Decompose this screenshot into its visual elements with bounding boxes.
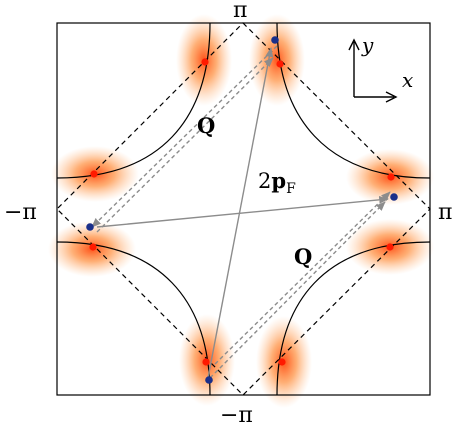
hotspot-dot (201, 58, 208, 65)
label-pi-left: −π (4, 200, 37, 225)
two-pf-bold: p (271, 168, 286, 193)
hotspot-dot (202, 358, 209, 365)
label-q-upper: Q (197, 113, 215, 138)
axis-label-y: y (361, 33, 374, 57)
blue-dot (86, 223, 94, 231)
label-pi-top: π (233, 0, 247, 23)
hotspot-dot (387, 173, 394, 180)
hotspot-dot (278, 358, 285, 365)
label-pi-right: π (438, 200, 452, 225)
magnetic-zone-boundary (57, 23, 430, 395)
axis-label-x: x (402, 68, 413, 92)
two-pf-sub: F (286, 181, 296, 197)
label-pi-bottom: −π (220, 403, 253, 428)
blue-dot (205, 376, 213, 384)
svg-text:2pF: 2pF (258, 168, 296, 197)
two-pf-prefix: 2 (258, 169, 271, 193)
two-pf-arrow-horizontal (97, 199, 388, 227)
hotspot-dot (89, 243, 96, 250)
label-two-pf: 2pF (258, 168, 296, 197)
hotspot-dots (89, 58, 394, 365)
hotspot-dot (90, 170, 97, 177)
blue-dot (390, 193, 398, 201)
brillouin-zone-frame (57, 23, 430, 395)
hotspot-dot (386, 243, 393, 250)
blue-dot (271, 36, 279, 44)
scattering-arrows (92, 46, 390, 378)
label-q-lower: Q (294, 244, 312, 269)
hotspot-dot (276, 60, 283, 67)
fermi-surface (57, 23, 430, 395)
hotspot-glows (48, 14, 434, 408)
